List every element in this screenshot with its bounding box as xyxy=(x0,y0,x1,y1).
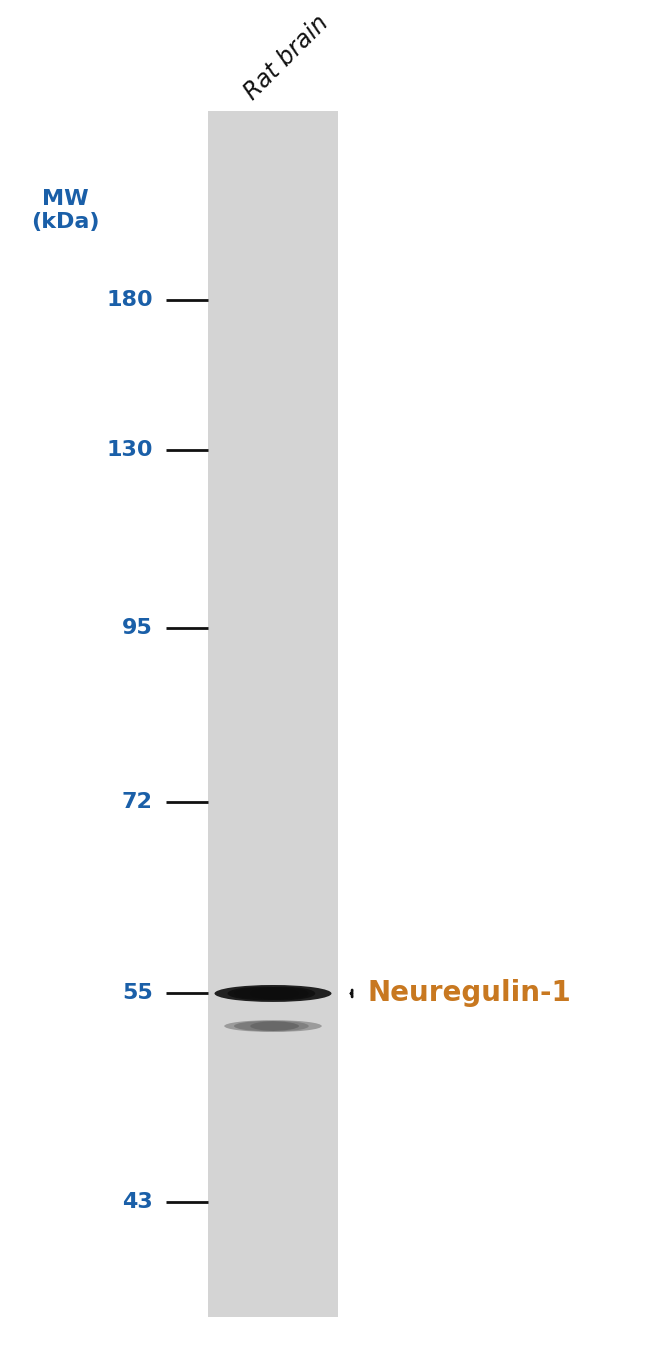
Ellipse shape xyxy=(214,984,332,1002)
Text: 43: 43 xyxy=(122,1192,153,1212)
Text: 72: 72 xyxy=(122,792,153,812)
Ellipse shape xyxy=(250,987,315,1001)
Ellipse shape xyxy=(263,987,309,999)
Text: MW
(kDa): MW (kDa) xyxy=(31,188,99,232)
Text: 180: 180 xyxy=(106,290,153,309)
Ellipse shape xyxy=(227,987,299,1001)
Ellipse shape xyxy=(224,1020,322,1032)
Text: 55: 55 xyxy=(122,983,153,1003)
Text: 130: 130 xyxy=(106,439,153,460)
Ellipse shape xyxy=(250,1021,309,1031)
Ellipse shape xyxy=(234,989,273,998)
Text: 95: 95 xyxy=(122,618,153,639)
Text: Neuregulin-1: Neuregulin-1 xyxy=(367,979,571,1008)
Text: Rat brain: Rat brain xyxy=(240,11,333,104)
Ellipse shape xyxy=(234,1021,299,1031)
Bar xyxy=(208,111,338,1317)
